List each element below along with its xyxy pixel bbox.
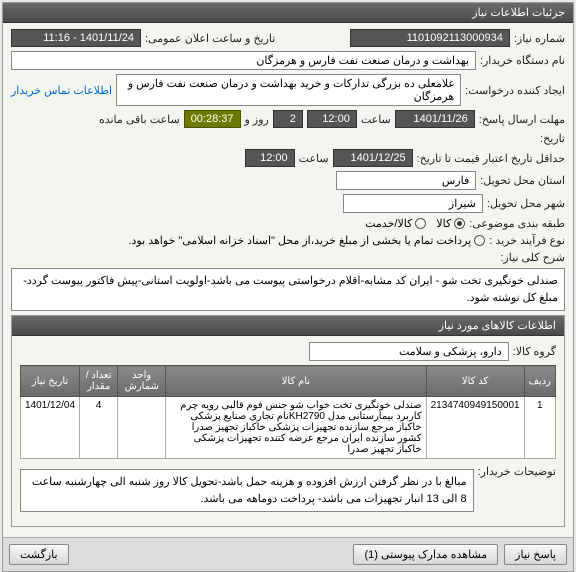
announce-value: 1401/11/24 - 11:16 xyxy=(11,29,141,47)
row-city: شهر محل تحویل: شیراز xyxy=(11,194,565,213)
row-group: گروه کالا: دارو، پزشکی و سلامت xyxy=(20,342,556,361)
footer-buttons: پاسخ نیاز مشاهده مدارک پیوستی (1) بازگشت xyxy=(3,537,573,571)
cell-code: 2134740949150001 xyxy=(426,397,524,459)
radio-buytype[interactable]: پرداخت تمام یا بخشی از مبلغ خرید،از محل … xyxy=(128,234,485,247)
group-value: دارو، پزشکی و سلامت xyxy=(309,342,509,361)
maindesc-label: شرح کلی نیاز: xyxy=(500,251,565,264)
radio-goods[interactable]: کالا xyxy=(436,217,465,230)
buyernotes-label: توضیحات خریدار: xyxy=(478,465,556,478)
cell-qty: 4 xyxy=(80,397,118,459)
row-date: تاریخ: xyxy=(11,132,565,145)
attachments-button[interactable]: مشاهده مدارک پیوستی (1) xyxy=(353,544,498,565)
row-topic: طبقه بندی موضوعی: کالا کالا/خدمت xyxy=(11,217,565,230)
deadline-hour: 12:00 xyxy=(307,110,357,128)
radio-service[interactable]: کالا/خدمت xyxy=(365,217,426,230)
cell-unit xyxy=(118,397,166,459)
group-label: گروه کالا: xyxy=(513,345,556,358)
cell-name: صندلی خونگیری تخت خواب شو جنس فوم قالبی … xyxy=(166,397,426,459)
creator-label: ایجاد کننده درخواست: xyxy=(465,84,565,97)
buyernotes-box: مبالغ با در نظر گرفتن ارزش افزوده و هزین… xyxy=(20,469,474,512)
radio-service-label: کالا/خدمت xyxy=(365,217,412,230)
hour-label-1: ساعت xyxy=(361,113,391,126)
row-creator: ایجاد کننده درخواست: غلامعلی ده بزرگی تد… xyxy=(11,74,565,106)
radio-dot-icon xyxy=(415,218,426,229)
need-no-value: 1101092113000934 xyxy=(350,29,510,47)
credit-date: 1401/12/25 xyxy=(333,149,413,167)
credit-hour: 12:00 xyxy=(245,149,295,167)
items-panel-header: اطلاعات کالاهای مورد نیاز xyxy=(12,316,564,336)
buytype-text: پرداخت تمام یا بخشی از مبلغ خرید،از محل … xyxy=(128,234,471,247)
deadline-label: مهلت ارسال پاسخ: xyxy=(479,113,565,126)
date-label: تاریخ: xyxy=(540,132,565,145)
new-response-button[interactable]: پاسخ نیاز xyxy=(504,544,567,565)
radio-dot-icon xyxy=(454,218,465,229)
maindesc-box: صندلی خونگیری تخت شو - ایران کد مشابه-اق… xyxy=(11,268,565,311)
city-value: شیراز xyxy=(343,194,483,213)
province-value: فارس xyxy=(336,171,476,190)
th-code: کد کالا xyxy=(426,366,524,397)
topic-label: طبقه بندی موضوعی: xyxy=(469,217,565,230)
hour-label-2: ساعت xyxy=(299,152,329,165)
items-table: ردیف کد کالا نام کالا واحد شمارش تعداد /… xyxy=(20,365,556,459)
buytype-label: نوع فرآیند خرید : xyxy=(489,234,565,247)
topic-radio-group: کالا کالا/خدمت xyxy=(365,217,465,230)
row-province: استان محل تحویل: فارس xyxy=(11,171,565,190)
radio-goods-label: کالا xyxy=(436,217,451,230)
row-device: نام دستگاه خریدار: بهداشت و درمان صنعت ن… xyxy=(11,51,565,70)
province-label: استان محل تحویل: xyxy=(480,174,565,187)
cell-date: 1401/12/04 xyxy=(21,397,80,459)
main-panel: جزئیات اطلاعات نیاز شماره نیاز: 11010921… xyxy=(2,2,574,572)
main-panel-body: شماره نیاز: 1101092113000934 تاریخ و ساع… xyxy=(3,23,573,537)
cell-idx: 1 xyxy=(524,397,555,459)
th-row: ردیف xyxy=(524,366,555,397)
deadline-date: 1401/11/26 xyxy=(395,110,475,128)
row-need-no: شماره نیاز: 1101092113000934 تاریخ و ساع… xyxy=(11,29,565,47)
remain-label: ساعت باقی مانده xyxy=(99,113,180,126)
buytype-radio: پرداخت تمام یا بخشی از مبلغ خرید،از محل … xyxy=(128,234,485,247)
th-unit: واحد شمارش xyxy=(118,366,166,397)
th-date: تاریخ نیاز xyxy=(21,366,80,397)
timer-value: 00:28:37 xyxy=(184,110,241,128)
th-qty: تعداد / مقدار xyxy=(80,366,118,397)
row-maindesc: شرح کلی نیاز: xyxy=(11,251,565,264)
row-deadline: مهلت ارسال پاسخ: 1401/11/26 ساعت 12:00 2… xyxy=(11,110,565,128)
device-value: بهداشت و درمان صنعت نفت فارس و هرمزگان xyxy=(11,51,476,70)
contact-link[interactable]: اطلاعات تماس خریدار xyxy=(11,84,112,97)
row-credit: حداقل تاریخ اعتبار قیمت تا تاریخ: 1401/1… xyxy=(11,149,565,167)
back-button[interactable]: بازگشت xyxy=(9,544,69,565)
need-no-label: شماره نیاز: xyxy=(514,32,565,45)
row-buyernotes: توضیحات خریدار: مبالغ با در نظر گرفتن ار… xyxy=(20,465,556,516)
main-panel-header: جزئیات اطلاعات نیاز xyxy=(3,3,573,23)
th-name: نام کالا xyxy=(166,366,426,397)
row-buytype: نوع فرآیند خرید : پرداخت تمام یا بخشی از… xyxy=(11,234,565,247)
table-row[interactable]: 1 2134740949150001 صندلی خونگیری تخت خوا… xyxy=(21,397,556,459)
items-title: اطلاعات کالاهای مورد نیاز xyxy=(439,320,556,332)
table-header-row: ردیف کد کالا نام کالا واحد شمارش تعداد /… xyxy=(21,366,556,397)
items-panel: اطلاعات کالاهای مورد نیاز گروه کالا: دار… xyxy=(11,315,565,527)
device-label: نام دستگاه خریدار: xyxy=(480,54,565,67)
deadline-days: 2 xyxy=(273,110,303,128)
city-label: شهر محل تحویل: xyxy=(487,197,565,210)
items-panel-body: گروه کالا: دارو، پزشکی و سلامت ردیف کد ک… xyxy=(12,336,564,526)
main-panel-title: جزئیات اطلاعات نیاز xyxy=(472,7,565,19)
announce-label: تاریخ و ساعت اعلان عمومی: xyxy=(145,32,275,45)
creator-value: غلامعلی ده بزرگی تدارکات و خرید بهداشت و… xyxy=(116,74,461,106)
radio-dot-icon xyxy=(474,235,485,246)
day-label: روز و xyxy=(245,113,269,126)
credit-label: حداقل تاریخ اعتبار قیمت تا تاریخ: xyxy=(417,152,565,165)
